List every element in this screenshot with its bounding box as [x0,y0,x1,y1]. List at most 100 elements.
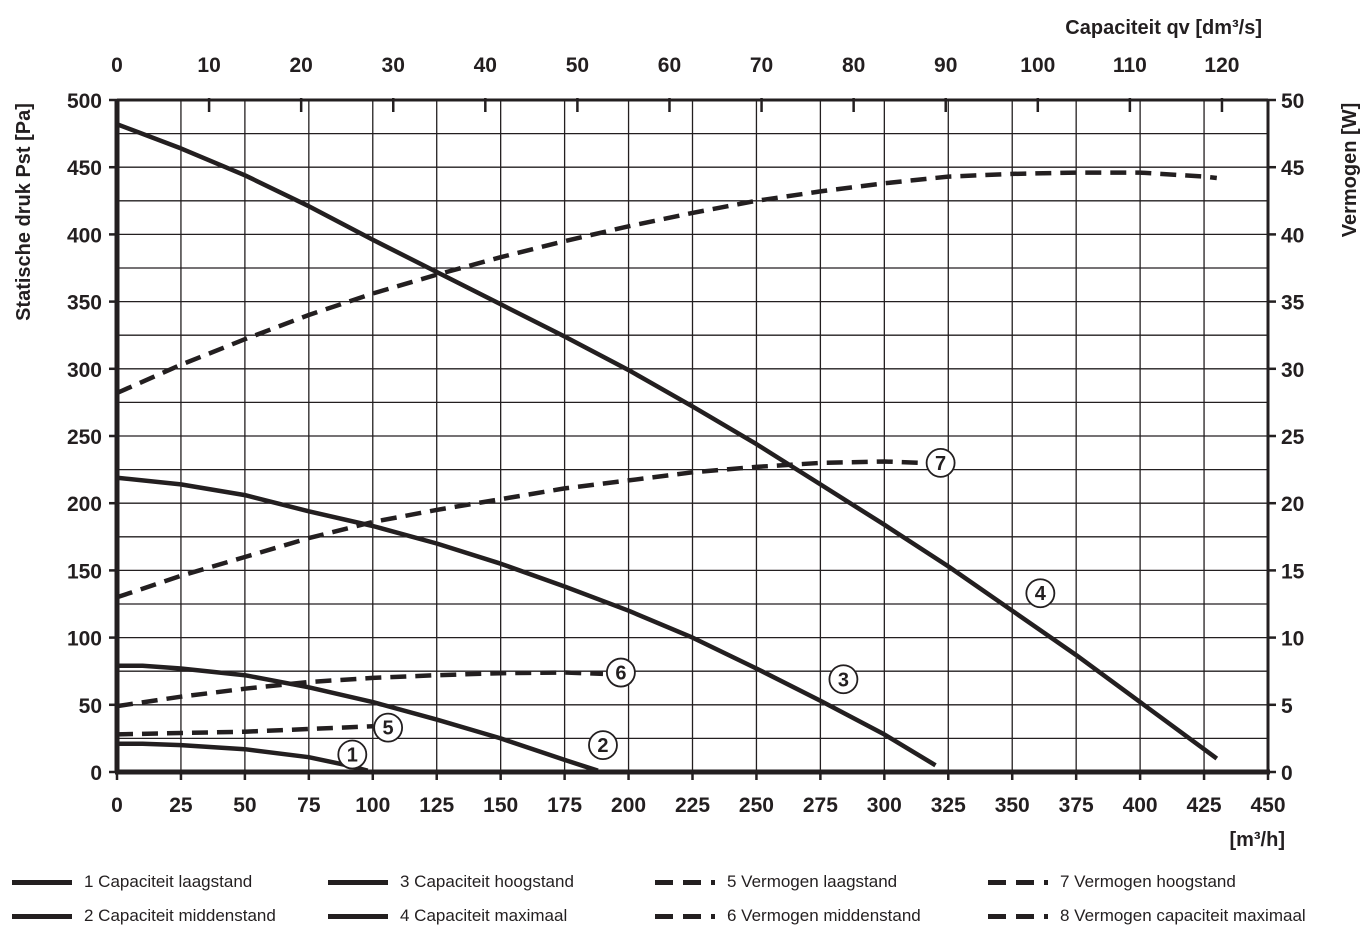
y-tick-label: 100 [67,628,102,651]
curve-labels: 1 2 3 4 5 6 7 [337,447,1056,770]
y2-tick-label: 30 [1281,359,1304,382]
x2-tick-label: 100 [1020,54,1055,77]
curve-label-text: 1 [347,745,358,767]
legend-label: 7 Vermogen hoogstand [1060,872,1236,891]
x-axis-title: [m³/h] [1229,829,1285,851]
curve-label-text: 2 [597,735,608,757]
legend-item: 2 Capaciteit middenstand [12,902,276,930]
chart-series [116,122,1219,773]
curve-label-circle [925,447,956,478]
legend-item: 1 Capaciteit laagstand [12,868,252,896]
legend-swatch-dashed [988,913,1048,919]
x-tick-label: 350 [995,794,1030,817]
x2-tick-label: 110 [1113,54,1147,77]
legend-swatch-dashed [988,879,1048,885]
x2-tick-label: 10 [197,54,220,77]
y-tick-label: 300 [67,359,102,382]
legend-item: 6 Vermogen middenstand [655,902,921,930]
curve-label-circle [1025,578,1056,609]
y2-tick-label: 50 [1281,90,1304,113]
curve-label-circle [588,730,618,761]
curve-label-text: 3 [838,669,849,691]
legend-label: 8 Vermogen capaciteit maximaal [1060,906,1306,925]
x2-tick-label: 50 [566,54,589,77]
x2-axis-title: Capaciteit qv [dm³/s] [1065,17,1262,39]
y2-tick-label: 10 [1281,628,1304,651]
x-tick-label: 0 [111,794,123,817]
power-curve-6 [116,670,604,709]
chart-grid [116,99,1269,773]
curve-label-text: 4 [1035,583,1047,605]
y2-tick-label: 20 [1281,493,1304,516]
x-tick-label: 25 [169,794,193,817]
power-curve-5 [116,724,373,737]
x-tick-label: 450 [1250,794,1285,817]
legend-swatch-solid [12,913,72,919]
y2-tick-label: 5 [1281,695,1293,718]
x-tick-label: 225 [675,794,710,817]
capacity-curve-2 [117,663,599,773]
curve-label-circle [605,657,636,688]
curve-label-text: 7 [935,453,946,475]
y2-tick-label: 15 [1281,560,1305,583]
x-tick-label: 50 [233,794,256,817]
legend-label: 6 Vermogen middenstand [727,906,921,925]
x-tick-label: 275 [803,794,838,817]
x2-tick-label: 70 [750,54,773,77]
x-tick-label: 250 [739,794,774,817]
curve-label-text: 5 [383,718,394,740]
legend-label: 5 Vermogen laagstand [727,872,898,891]
capacity-curve-4 [116,122,1219,761]
legend-swatch-dashed [655,879,715,885]
x-tick-label: 325 [931,794,966,817]
x2-tick-label: 90 [934,54,957,77]
x2-tick-label: 40 [474,54,497,77]
x-tick-label: 125 [419,794,454,817]
chart-legend: 1 Capaciteit laagstand 2 Capaciteit midd… [0,868,1368,930]
y2-tick-label: 0 [1281,762,1293,785]
y-tick-label: 250 [67,426,102,449]
y-tick-label: 350 [67,292,102,315]
x-tick-label: 400 [1123,794,1158,817]
x2-tick-label: 80 [842,54,865,77]
x-tick-label: 425 [1187,794,1222,817]
power-curve-7 [116,459,923,600]
y-tick-label: 400 [67,224,102,247]
legend-label: 3 Capaciteit hoogstand [400,872,574,891]
y2-tick-label: 35 [1281,292,1305,315]
x-tick-label: 75 [297,794,321,817]
legend-label: 4 Capaciteit maximaal [400,906,568,925]
curve-label-circle [373,712,404,743]
legend-swatch-solid [328,913,388,919]
y-tick-label: 0 [90,762,102,785]
power-curve-8 [116,170,1218,396]
legend-label: 1 Capaciteit laagstand [84,872,253,891]
legend-swatch-solid [12,879,72,885]
legend-item: 5 Vermogen laagstand [655,868,897,896]
y-tick-label: 500 [67,90,102,113]
y-axis-title: Statische druk Pst [Pa] [13,103,35,321]
x2-tick-label: 120 [1204,54,1239,77]
legend-swatch-solid [328,879,388,885]
legend-item: 3 Capaciteit hoogstand [328,868,574,896]
x2-tick-label: 20 [289,54,312,77]
y-tick-label: 200 [67,493,102,516]
legend-item: 8 Vermogen capaciteit maximaal [988,902,1306,930]
y2-axis-title: Vermogen [W] [1339,103,1361,237]
legend-swatch-dashed [655,913,715,919]
x-tick-label: 175 [547,794,582,817]
legend-item: 4 Capaciteit maximaal [328,902,567,930]
y-tick-label: 50 [79,695,102,718]
x-tick-label: 375 [1059,794,1094,817]
capacity-curve-1 [117,741,369,773]
x2-tick-label: 60 [658,54,681,77]
y2-tick-label: 45 [1281,157,1305,180]
capacity-curve-3 [116,475,937,768]
curve-label-circle [828,664,859,695]
x-tick-label: 150 [483,794,518,817]
curve-label-circle [337,739,368,770]
y2-tick-label: 40 [1281,224,1304,247]
legend-item: 7 Vermogen hoogstand [988,868,1236,896]
y2-tick-label: 25 [1281,426,1305,449]
legend-label: 2 Capaciteit middenstand [84,906,276,925]
